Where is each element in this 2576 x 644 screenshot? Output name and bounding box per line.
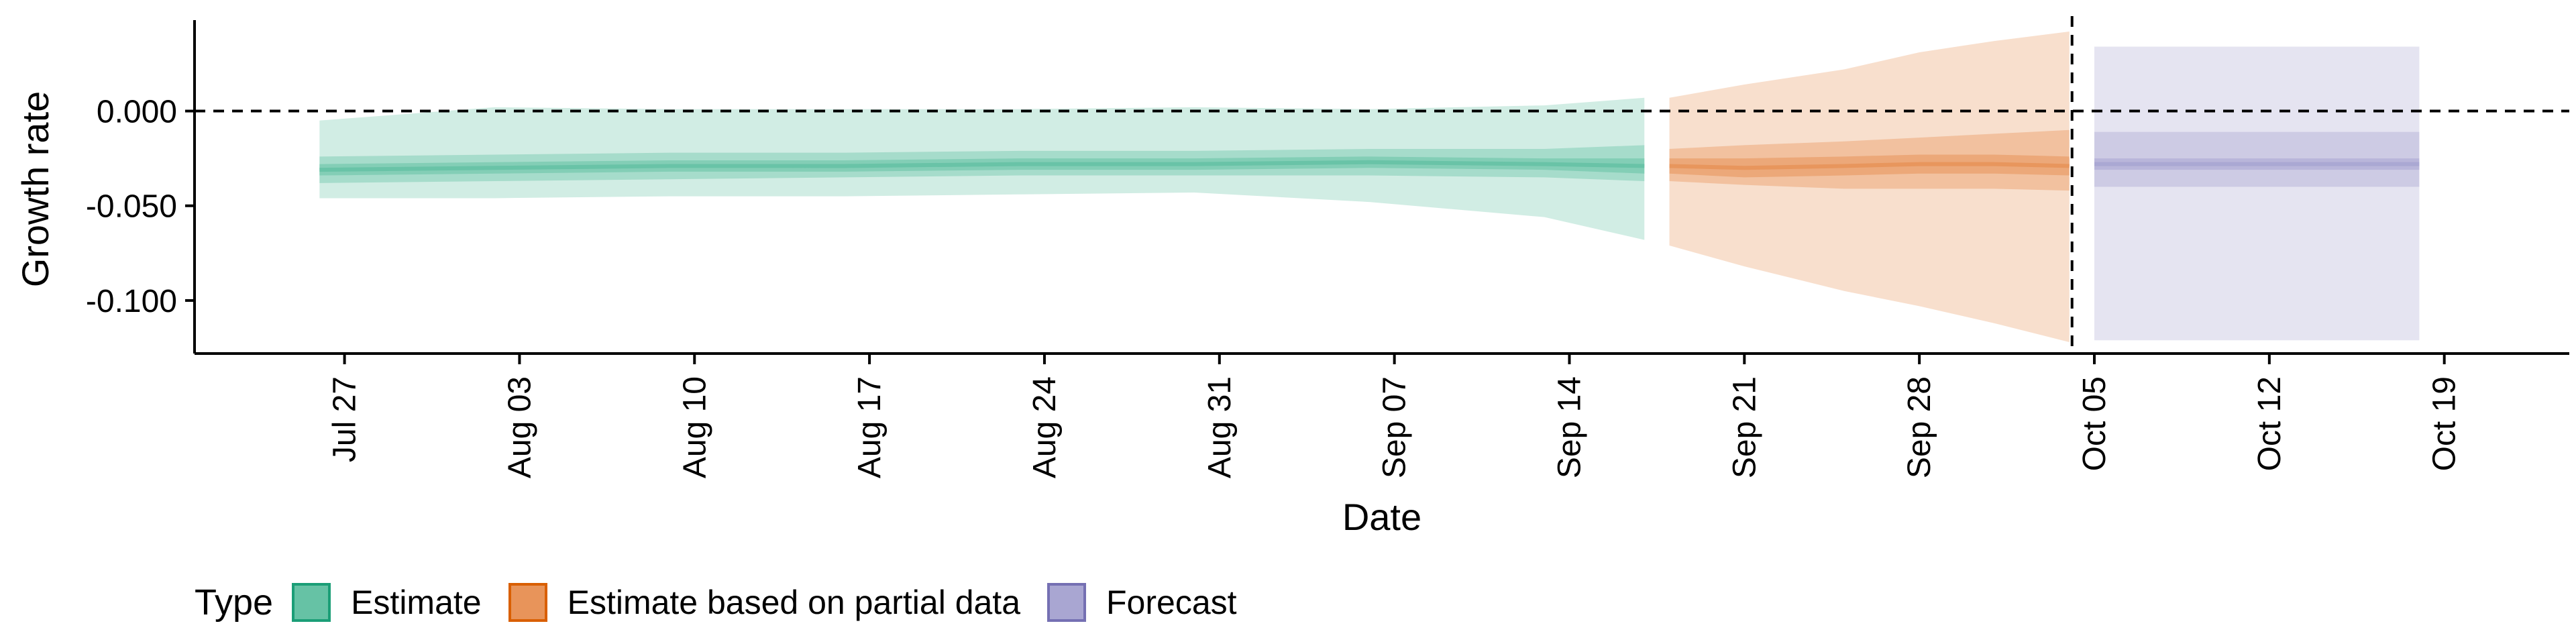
x-tick-layer: Jul 27 Aug 03 Aug 10 Aug 17 Aug 24 Aug 31 Sep … [327, 354, 2463, 478]
x-tick-label: Sep 21 [1727, 376, 1762, 478]
x-tick-label: Sep 07 [1377, 376, 1413, 478]
legend-label-partial: Estimate based on partial data [567, 584, 1021, 621]
ribbon-layer [319, 31, 2420, 343]
legend: Type Estimate Estimate based on partial … [195, 577, 1264, 628]
x-tick-label: Aug 10 [677, 376, 712, 478]
legend-key-forecast [1047, 583, 1087, 622]
x-tick-label: Aug 24 [1027, 376, 1063, 478]
x-tick-label: Oct 19 [2427, 376, 2463, 471]
x-axis-title: Date [1342, 496, 1421, 538]
legend-title: Type [195, 582, 274, 623]
x-tick-label: Jul 27 [327, 376, 363, 462]
y-axis-title: Growth rate [14, 91, 56, 288]
x-tick-label: Sep 28 [1902, 376, 1937, 478]
y-tick-label: -0.050 [86, 189, 177, 225]
forecast-outer-band [2094, 46, 2420, 341]
y-tick-label: -0.100 [86, 284, 177, 319]
estimate-based-on-partial-data-outer-band [1669, 31, 2070, 343]
y-tick-label: 0.000 [97, 95, 177, 130]
legend-label-estimate: Estimate [351, 584, 482, 621]
estimate-median-line [319, 160, 1645, 172]
estimate-based-on-partial-data-median-line [1669, 162, 2070, 170]
x-tick-label: Aug 31 [1202, 376, 1238, 478]
x-tick-label: Aug 17 [852, 376, 888, 478]
legend-label-forecast: Forecast [1106, 584, 1237, 621]
y-tick-layer: 0.000 -0.050 -0.100 [86, 95, 195, 319]
x-tick-label: Oct 12 [2252, 376, 2288, 471]
x-tick-label: Sep 14 [1552, 376, 1587, 478]
x-tick-label: Aug 03 [502, 376, 537, 478]
legend-key-partial [508, 583, 547, 622]
x-tick-label: Oct 05 [2077, 376, 2112, 471]
legend-key-estimate [292, 583, 331, 622]
